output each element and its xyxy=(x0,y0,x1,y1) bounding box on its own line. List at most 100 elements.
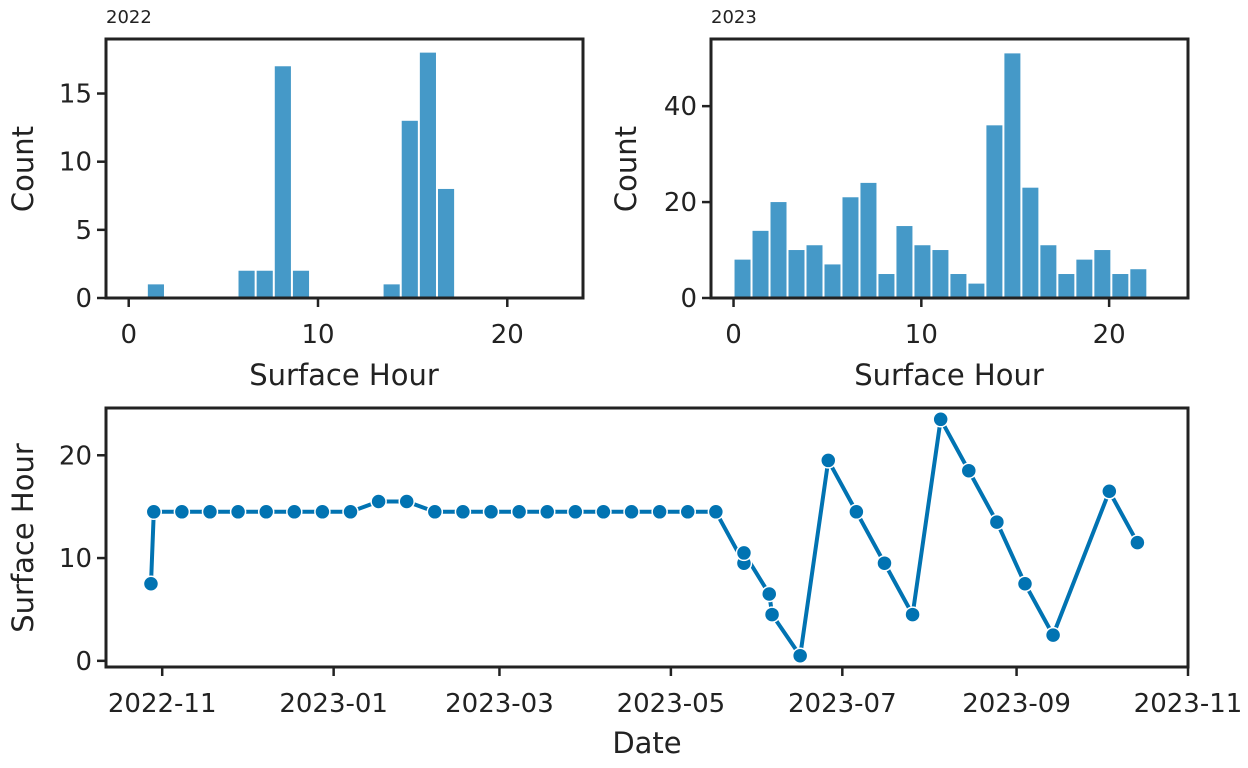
data-point xyxy=(1044,626,1062,644)
histogram-bar xyxy=(256,270,273,298)
histogram-bar xyxy=(788,250,805,298)
histogram-bar xyxy=(419,52,436,299)
data-point xyxy=(426,503,444,521)
line-2-y-tick-label: 10 xyxy=(59,544,92,574)
x-tick-label: 10 xyxy=(301,320,334,350)
data-point xyxy=(145,503,163,521)
histogram-bar xyxy=(752,230,769,298)
timeseries-y-ticks: 0 10 20 xyxy=(59,441,106,677)
hist-1-y-tick-label: 20 xyxy=(664,188,697,218)
data-point xyxy=(454,503,472,521)
histogram-bar xyxy=(1004,53,1021,299)
histogram-2023-frame xyxy=(709,37,1190,300)
x-tick-label: 2023-11 xyxy=(1134,689,1243,719)
histogram-bar xyxy=(401,120,418,298)
y-axis-label-surface-hour: Surface Hour xyxy=(6,443,40,633)
data-point xyxy=(286,503,303,521)
histogram-bar xyxy=(1094,250,1111,298)
data-point xyxy=(314,503,331,521)
hist-0-y-tick-label: 10 xyxy=(59,148,92,178)
histogram-bar xyxy=(1076,259,1093,298)
data-point xyxy=(1129,534,1146,551)
data-point xyxy=(342,503,359,521)
histogram-bar xyxy=(734,259,751,298)
data-point xyxy=(201,503,219,521)
data-point xyxy=(820,452,837,469)
histogram-bar xyxy=(383,284,400,298)
data-point xyxy=(848,503,865,521)
histogram-bar xyxy=(950,274,967,298)
data-point xyxy=(257,503,275,521)
data-point xyxy=(370,493,387,510)
data-point xyxy=(932,411,949,428)
x-tick-label: 20 xyxy=(491,320,524,350)
x-tick-label: 2022-11 xyxy=(108,689,217,719)
chart-title-2022: 2022 xyxy=(106,7,152,28)
data-point xyxy=(763,606,781,623)
x-tick-label: 0 xyxy=(725,320,742,350)
line-2-y-tick-label: 0 xyxy=(75,647,92,677)
series-line xyxy=(149,417,1140,658)
histogram-bar xyxy=(968,283,985,298)
x-tick-label: 2023-01 xyxy=(279,689,388,719)
histogram-2022-y-ticks: 0 5 10 15 xyxy=(59,80,106,314)
surface-hour-timeseries-panel: 2022-11 2023-01 2023-03 2023-05 2023-07 2023-… xyxy=(6,406,1242,760)
data-point xyxy=(595,503,612,521)
histogram-bar xyxy=(896,226,913,298)
x-axis-label-2023: Surface Hour xyxy=(854,358,1044,392)
data-point xyxy=(761,585,778,603)
data-point xyxy=(1101,483,1118,500)
data-point xyxy=(791,647,809,664)
hist-0-y-tick-label: 5 xyxy=(75,216,92,246)
histogram-2022-frame xyxy=(104,37,585,300)
data-point xyxy=(538,503,556,521)
histogram-2023-bars xyxy=(734,53,1147,299)
histogram-2022-x-ticks: 0 10 20 xyxy=(120,298,524,350)
histogram-bar xyxy=(1058,274,1075,298)
hist-1-y-tick-label: 0 xyxy=(680,284,697,314)
histogram-bar xyxy=(914,245,931,298)
histogram-bar xyxy=(770,202,787,298)
histogram-bar xyxy=(1040,245,1057,298)
x-tick-label: 2023-03 xyxy=(445,689,554,719)
surface-hour-series xyxy=(142,411,1146,664)
x-tick-label: 2023-09 xyxy=(962,689,1071,719)
data-point xyxy=(510,503,528,521)
data-point xyxy=(960,462,978,479)
histogram-bar xyxy=(238,270,255,298)
x-tick-label: 0 xyxy=(120,320,137,350)
timeseries-frame xyxy=(104,406,1190,669)
data-point xyxy=(229,503,247,521)
histogram-2022-bars xyxy=(147,52,455,299)
data-point xyxy=(904,606,921,623)
histogram-bar xyxy=(932,250,949,298)
hist-0-y-tick-label: 15 xyxy=(59,80,92,110)
histogram-2023-x-ticks: 0 10 20 xyxy=(725,298,1126,350)
histogram-bar xyxy=(1130,269,1147,298)
data-point xyxy=(398,493,415,510)
data-point xyxy=(1016,575,1034,592)
data-point xyxy=(988,513,1006,531)
x-axis-label-date: Date xyxy=(612,726,681,760)
histogram-bar xyxy=(274,66,291,299)
x-tick-label: 2023-05 xyxy=(617,689,726,719)
histogram-bar xyxy=(806,245,823,298)
data-point xyxy=(876,554,893,572)
hist-0-y-tick-label: 0 xyxy=(75,284,92,314)
timeseries-x-ticks: 2022-11 2023-01 2023-03 2023-05 2023-07 2023-… xyxy=(108,667,1242,719)
line-2-y-tick-label: 20 xyxy=(59,441,92,471)
histogram-bar xyxy=(147,284,164,298)
hist-1-y-tick-label: 40 xyxy=(664,92,697,122)
x-axis-label-2022: Surface Hour xyxy=(249,358,439,392)
data-point xyxy=(679,503,697,521)
data-point xyxy=(173,503,191,521)
histogram-bar xyxy=(437,188,455,298)
data-point xyxy=(651,503,668,521)
data-point xyxy=(482,503,500,521)
histogram-2023-panel: 2023 0 10 20 0 20 40 Surface Hour Count xyxy=(609,7,1190,392)
y-axis-label-2022: Count xyxy=(6,126,40,212)
histogram-bar xyxy=(842,197,859,298)
histogram-bar xyxy=(986,125,1003,298)
data-point xyxy=(707,503,725,521)
